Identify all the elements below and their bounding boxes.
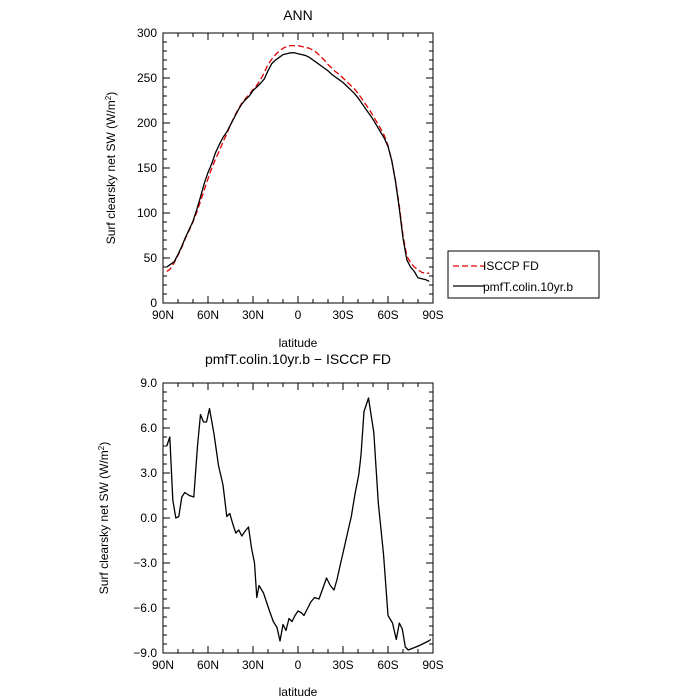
bottom-y-tick-label: 9.0	[140, 376, 157, 390]
bottom-y-axis-label: Surf clearsky net SW (W/m2)	[97, 442, 112, 594]
top-y-tick-label: 0	[150, 296, 157, 310]
bottom-y-tick-label: 0.0	[140, 511, 157, 525]
bottom-chart-title: pmfT.colin.10yr.b − ISCCP FD	[205, 351, 391, 367]
bottom-x-tick-label: 90N	[152, 658, 174, 672]
top-y-tick-label: 250	[137, 71, 157, 85]
bottom-plot-frame	[162, 382, 434, 654]
bottom-x-tick-label: 0	[295, 658, 302, 672]
top-x-tick-label: 90S	[422, 308, 443, 322]
top-series-line-1	[166, 52, 430, 282]
top-series-layer	[166, 44, 430, 282]
top-y-axis-label: Surf clearsky net SW (W/m2)	[104, 92, 119, 244]
top-x-tick-label: 60S	[377, 308, 398, 322]
legend-label-isccp: ISCCP FD	[483, 259, 539, 273]
top-series-line-0	[166, 44, 430, 274]
bottom-x-tick-label: 30S	[332, 658, 353, 672]
bottom-ticks: 90N 60N 30N 0 30S 60S 90S −9.0 −6.0 −3.0 0.0 3.0 6.0…	[133, 376, 443, 672]
top-x-tick-label: 0	[295, 308, 302, 322]
top-y-tick-label: 150	[137, 161, 157, 175]
top-chart-panel: ANN 90N 60N 30N 0 30S 60S 90S 0 50 100 150 200 250 30…	[104, 7, 444, 350]
top-ticks: 90N 60N 30N 0 30S 60S 90S 0 50 100 150 200 250 300	[137, 26, 444, 322]
top-chart-title: ANN	[283, 7, 313, 23]
bottom-chart-panel: pmfT.colin.10yr.b − ISCCP FD 90N 60N 30N 0 3…	[97, 351, 444, 699]
legend-box	[447, 250, 600, 299]
bottom-x-axis-label: latitude	[279, 685, 318, 699]
bottom-y-tick-label: −9.0	[133, 646, 157, 660]
top-y-tick-label: 50	[144, 251, 158, 265]
top-x-tick-label: 30S	[332, 308, 353, 322]
bottom-x-tick-label: 30N	[242, 658, 264, 672]
top-x-tick-label: 30N	[242, 308, 264, 322]
bottom-y-tick-label: 3.0	[140, 466, 157, 480]
bottom-x-tick-label: 60S	[377, 658, 398, 672]
bottom-y-tick-label: −6.0	[133, 601, 157, 615]
top-y-tick-label: 100	[137, 206, 157, 220]
bottom-x-tick-label: 60N	[197, 658, 219, 672]
legend: ISCCP FD pmfT.colin.10yr.b	[447, 250, 600, 299]
legend-label-model: pmfT.colin.10yr.b	[483, 280, 573, 294]
top-x-tick-label: 60N	[197, 308, 219, 322]
bottom-y-tick-label: 6.0	[140, 421, 157, 435]
top-x-axis-label: latitude	[279, 336, 318, 350]
bottom-series-line-0	[166, 397, 432, 651]
bottom-x-tick-label: 90S	[422, 658, 443, 672]
top-x-tick-label: 90N	[152, 308, 174, 322]
top-y-tick-label: 300	[137, 26, 157, 40]
top-y-tick-label: 200	[137, 116, 157, 130]
bottom-y-tick-label: −3.0	[133, 556, 157, 570]
bottom-series-layer	[166, 397, 432, 651]
